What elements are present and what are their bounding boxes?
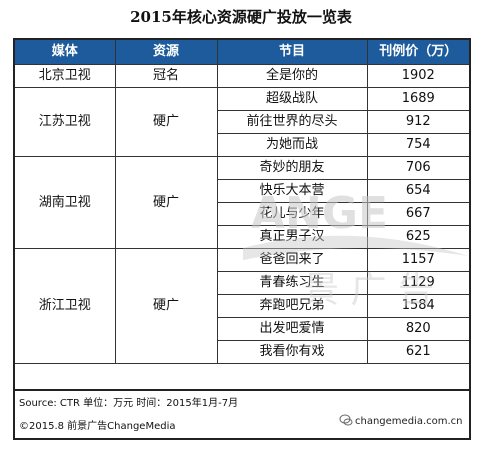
resource-cell: 硬广	[114, 156, 218, 249]
program-cell: 青春练习生	[216, 271, 368, 295]
table-row: 江苏卫视 硬广 超级战队 1689	[15, 87, 469, 157]
source-note: Source: CTR 单位：万元 时间：2015年1月-7月	[19, 398, 239, 409]
program-cell: 花儿与少年	[216, 202, 368, 226]
media-cell: 江苏卫视	[15, 87, 116, 157]
table-row: 真正男子汉 625	[15, 225, 469, 249]
media-cell: 湖南卫视	[15, 156, 116, 249]
watermark-site: changemedia.com.cn	[355, 416, 463, 427]
table-footer: Source: CTR 单位：万元 时间：2015年1月-7月 ©2015.8 …	[15, 389, 469, 438]
price-cell: 820	[366, 317, 469, 341]
program-cell: 出发吧爱情	[216, 317, 368, 341]
program-cell: 全是你的	[216, 64, 368, 88]
page-title: 2015年核心资源硬广投放一览表	[130, 8, 352, 26]
header-resource: 资源	[114, 40, 218, 65]
program-cell: 奔跑吧兄弟	[216, 294, 368, 318]
price-cell: 654	[366, 179, 469, 203]
resource-cell: 冠名	[114, 64, 218, 88]
table-row: 快乐大本营 654	[15, 179, 469, 203]
header-price: 刊例价（万）	[366, 40, 469, 65]
program-cell: 超级战队	[216, 87, 368, 111]
table-body: 北京卫视 冠名 全是你的 1902 江苏卫视 硬广 超级战队 1689 前往世界的尽头 912 为她…	[15, 64, 469, 364]
resource-cell: 硬广	[114, 87, 218, 157]
price-cell: 912	[366, 110, 469, 134]
table-row: 奔跑吧兄弟 1584	[15, 294, 469, 318]
table-row: 花儿与少年 667	[15, 202, 469, 226]
table-row: 北京卫视 冠名 全是你的 1902	[15, 64, 469, 88]
copyright-note: ©2015.8 前景广告ChangeMedia	[19, 421, 176, 432]
price-cell: 625	[366, 225, 469, 249]
ad-table: 媒体 资源 节目 刊例价（万） 北京卫视 冠名 全是你的 1902 江苏卫视 硬广 超级战队…	[15, 40, 469, 364]
program-cell: 前往世界的尽头	[216, 110, 368, 134]
resource-cell: 硬广	[114, 248, 218, 364]
header-media: 媒体	[15, 40, 116, 65]
price-cell: 621	[366, 340, 469, 364]
program-cell: 快乐大本营	[216, 179, 368, 203]
price-cell: 667	[366, 202, 469, 226]
wechat-icon	[339, 414, 353, 426]
program-cell: 真正男子汉	[216, 225, 368, 249]
price-cell: 1584	[366, 294, 469, 318]
media-cell: 北京卫视	[15, 64, 116, 88]
price-cell: 1689	[366, 87, 469, 111]
price-cell: 754	[366, 133, 469, 157]
price-cell: 1157	[366, 248, 469, 272]
header-program: 节目	[216, 40, 368, 65]
program-cell: 爸爸回来了	[216, 248, 368, 272]
table-row: 前往世界的尽头 912	[15, 110, 469, 134]
program-cell: 我看你有戏	[216, 340, 368, 364]
header-row: 媒体 资源 节目 刊例价（万）	[15, 40, 469, 65]
table-row: 浙江卫视 硬广 爸爸回来了 1157	[15, 248, 469, 364]
price-cell: 1902	[366, 64, 469, 88]
program-cell: 奇妙的朋友	[216, 156, 368, 180]
price-cell: 1129	[366, 271, 469, 295]
table-row: 湖南卫视 硬广 奇妙的朋友 706	[15, 156, 469, 249]
table-row: 出发吧爱情 820	[15, 317, 469, 341]
table-row: 青春练习生 1129	[15, 271, 469, 295]
table-frame: 媒体 资源 节目 刊例价（万） 北京卫视 冠名 全是你的 1902 江苏卫视 硬广 超级战队…	[13, 38, 471, 440]
price-cell: 706	[366, 156, 469, 180]
program-cell: 为她而战	[216, 133, 368, 157]
table-row: 我看你有戏 621	[15, 340, 469, 364]
media-cell: 浙江卫视	[15, 248, 116, 364]
